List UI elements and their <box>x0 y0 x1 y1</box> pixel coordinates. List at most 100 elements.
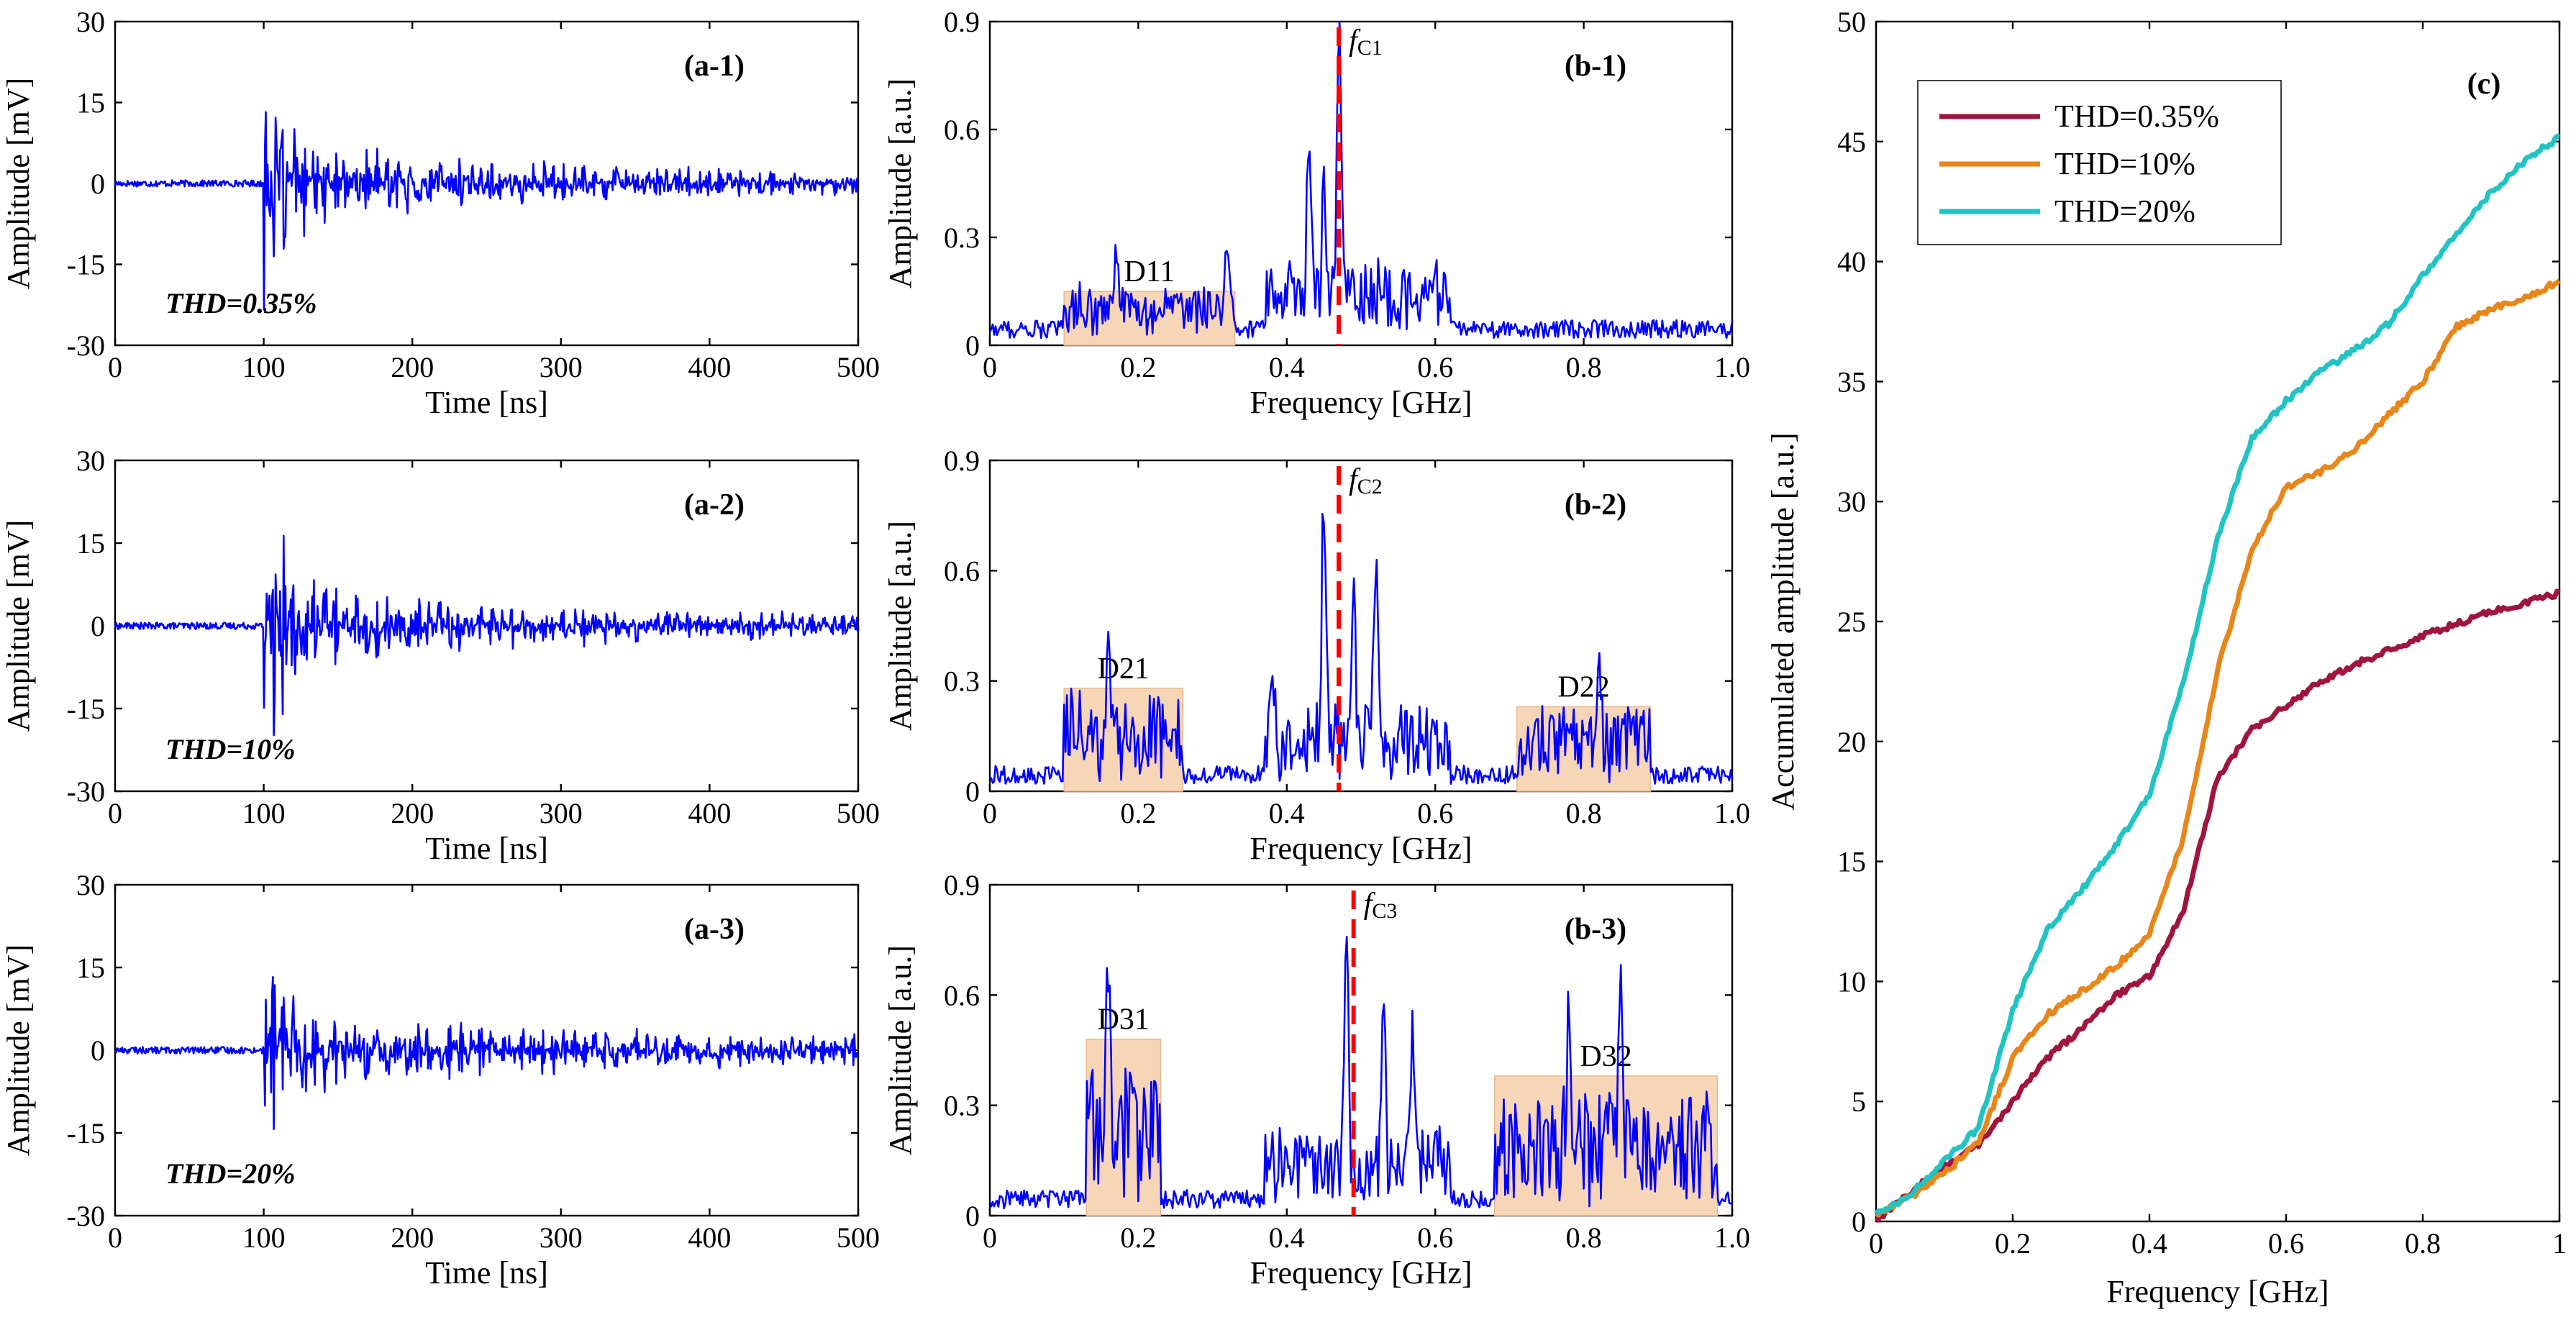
x-tick-label: 300 <box>540 1221 583 1254</box>
plot-frame <box>988 883 1734 1217</box>
x-tick-label: 400 <box>688 797 731 829</box>
y-tick-label: -15 <box>67 1117 105 1149</box>
y-tick-label: 0 <box>965 329 980 362</box>
y-axis-label: Amplitude [mV] <box>1 944 36 1157</box>
y-tick-label: 0.6 <box>944 114 980 146</box>
x-tick-label: 0.6 <box>1417 1221 1453 1254</box>
x-axis-label: Time [ns] <box>425 385 548 420</box>
spectrum-trace <box>988 935 1733 1210</box>
y-tick-label: 40 <box>1837 246 1866 278</box>
x-tick-label: 0 <box>1869 1227 1883 1260</box>
y-tick-label: 10 <box>1837 965 1866 998</box>
legend: THD=0.35% THD=10% THD=20% <box>1917 80 2282 245</box>
y-tick-label: 30 <box>76 445 105 477</box>
legend-entry: THD=0.35% <box>2054 99 2219 134</box>
x-axis-label: Frequency [GHz] <box>1250 831 1472 866</box>
y-tick-label: 0.9 <box>944 6 980 38</box>
x-tick-label: 0.6 <box>2268 1227 2304 1260</box>
x-tick-label: 500 <box>837 797 880 829</box>
plot-frame <box>988 20 1734 347</box>
x-tick-label: 200 <box>391 797 434 829</box>
x-tick-label: 0.2 <box>1120 797 1156 829</box>
panel-b-1: 0 0.2 0.4 0.6 0.8 1.0 0 0.3 0.6 0.9 Frequency [GHz… <box>883 6 1750 420</box>
panel-b-2: 0 0.2 0.4 0.6 0.8 1.0 0 0.3 0.6 0.9 Frequency [GHz… <box>883 445 1750 866</box>
x-tick-label: 300 <box>540 797 583 829</box>
y-tick-label: -30 <box>67 1200 105 1232</box>
y-tick-label: 45 <box>1837 126 1866 158</box>
panel-tag: (a-2) <box>684 488 745 522</box>
spectrum-trace <box>988 20 1734 340</box>
x-tick-label: 0 <box>108 797 122 829</box>
y-tick-label: -30 <box>67 329 105 362</box>
y-tick-label: 15 <box>1837 846 1866 878</box>
x-axis-label: Frequency [GHz] <box>2106 1274 2329 1309</box>
x-tick-label: 400 <box>688 1221 731 1254</box>
x-tick-label: 1 <box>2552 1227 2567 1260</box>
x-tick-label: 0.2 <box>1995 1227 2031 1260</box>
x-axis-label: Frequency [GHz] <box>1250 1255 1472 1290</box>
x-tick-label: 0.6 <box>1417 797 1453 829</box>
y-tick-label: 15 <box>76 952 105 984</box>
x-tick-label: 0.4 <box>1269 351 1305 383</box>
signal-trace <box>114 534 859 737</box>
region-label: D21 <box>1098 652 1150 686</box>
y-tick-label: 0.9 <box>944 869 980 901</box>
x-tick-label: 500 <box>837 351 880 383</box>
y-tick-label: 0.6 <box>944 555 980 587</box>
y-tick-label: 30 <box>76 869 105 901</box>
y-tick-label: 0.3 <box>944 1090 980 1122</box>
x-axis-label: Time [ns] <box>425 831 548 866</box>
y-tick-label: 15 <box>76 527 105 560</box>
x-tick-label: 0.6 <box>1417 351 1453 383</box>
series-line <box>1874 588 2561 1224</box>
y-tick-label: -30 <box>67 775 105 808</box>
series-line <box>1875 278 2562 1218</box>
panel-tag: (b-3) <box>1565 913 1626 946</box>
y-tick-label: 30 <box>1837 486 1866 518</box>
x-tick-label: 1.0 <box>1714 1221 1750 1254</box>
y-tick-label: 20 <box>1837 726 1866 758</box>
y-tick-label: 0 <box>91 1034 105 1067</box>
y-tick-label: 0 <box>1852 1206 1866 1238</box>
panel-b-3: 0 0.2 0.4 0.6 0.8 1.0 0 0.3 0.6 0.9 Frequency [GHz… <box>883 869 1750 1290</box>
x-tick-label: 100 <box>242 1221 286 1254</box>
region-label: D32 <box>1580 1040 1631 1073</box>
series-line <box>1874 133 2560 1216</box>
region-label: D11 <box>1124 255 1175 288</box>
x-tick-label: 0.8 <box>1566 351 1602 383</box>
x-tick-label: 0.8 <box>2405 1227 2441 1260</box>
x-tick-label: 1.0 <box>1714 797 1750 829</box>
y-tick-label: 0 <box>91 168 105 200</box>
y-axis-label: Amplitude [mV] <box>1 78 36 290</box>
x-axis-label: Time [ns] <box>425 1255 548 1290</box>
y-tick-label: 5 <box>1852 1085 1866 1118</box>
x-tick-label: 100 <box>242 351 286 383</box>
y-tick-label: 0.9 <box>944 445 980 477</box>
y-axis-label: Amplitude [a.u.] <box>883 945 918 1155</box>
y-tick-label: 0 <box>965 1200 980 1232</box>
x-tick-label: 0 <box>108 351 122 383</box>
y-tick-label: 25 <box>1837 606 1866 638</box>
x-tick-label: 0.4 <box>1269 797 1305 829</box>
panel-c: 0 0.2 0.4 0.6 0.8 105101520253035404550Freque… <box>1765 6 2567 1309</box>
x-tick-label: 500 <box>837 1221 880 1254</box>
thd-annotation: THD=20% <box>165 1157 296 1190</box>
y-axis-label: Amplitude [a.u.] <box>883 78 918 288</box>
panel-a-3: 0 100 200 300 400 500 -30 -15 0 15 30 Time [ns] Ampl… <box>1 869 880 1290</box>
y-axis-label: Amplitude [a.u.] <box>883 521 918 731</box>
spectrum-trace <box>989 513 1734 785</box>
center-frequency-label: fC2 <box>1349 463 1383 498</box>
x-tick-label: 300 <box>540 351 583 383</box>
y-tick-label: 50 <box>1837 6 1866 38</box>
plot-frame <box>988 459 1734 793</box>
panel-tag: (b-2) <box>1565 488 1626 522</box>
y-tick-label: 30 <box>76 6 105 38</box>
x-tick-label: 0.8 <box>1566 797 1602 829</box>
x-tick-label: 0 <box>983 351 997 383</box>
legend-entry: THD=20% <box>2054 193 2195 229</box>
x-tick-label: 0.8 <box>1566 1221 1602 1254</box>
panel-a-1: 0 100 200 300 400 500 -30 -15 0 15 30 Time [ns] Ampl… <box>1 6 880 420</box>
y-tick-label: 0.3 <box>944 222 980 254</box>
x-tick-label: 0 <box>983 1221 997 1254</box>
thd-annotation: THD=0.35% <box>165 287 317 319</box>
